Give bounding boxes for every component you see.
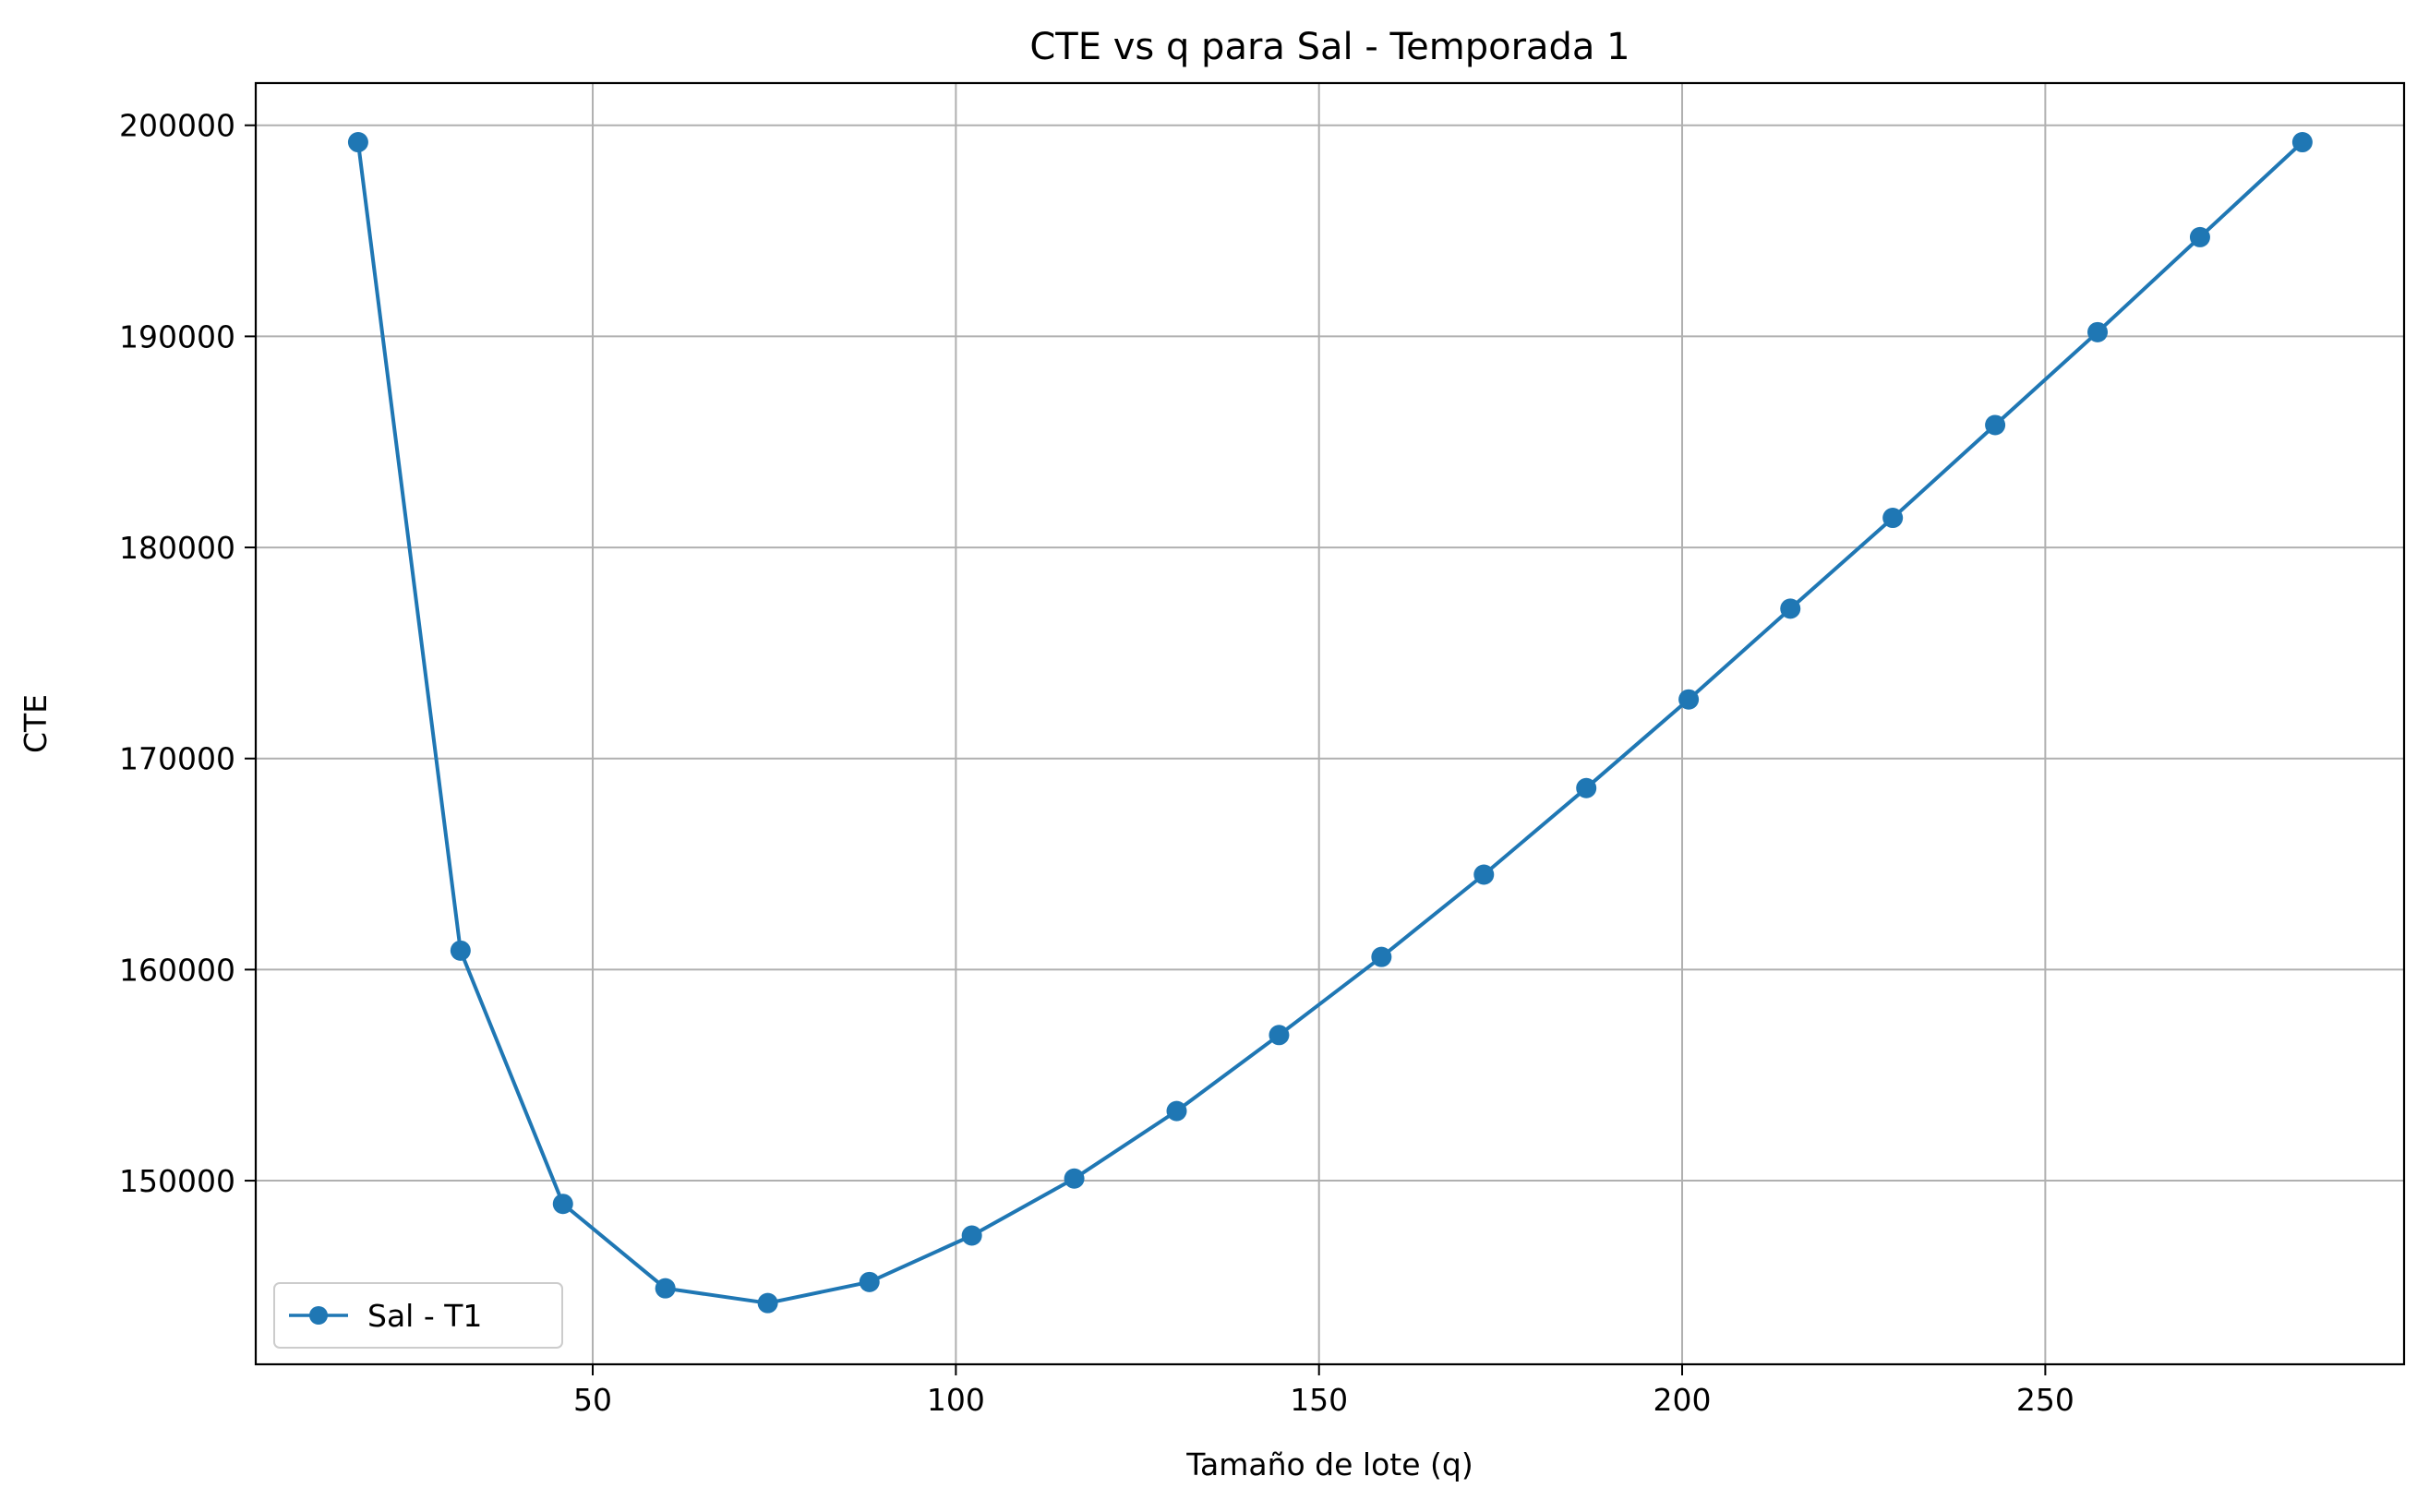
legend: Sal - T1 [273,1282,563,1349]
data-point [450,940,471,961]
data-point [552,1194,573,1215]
data-point [1678,689,1700,710]
data-point [1780,598,1801,619]
y-axis-title: CTE [18,694,54,753]
y-tick-label: 190000 [119,318,235,354]
series-layer [347,132,2313,1314]
x-tick-label: 150 [1290,1382,1348,1418]
data-point [2189,226,2210,247]
grid [256,83,2404,1364]
chart-title: CTE vs q para Sal - Temporada 1 [1029,26,1629,68]
data-point [1576,777,1597,798]
legend-entry-sal-t1: Sal - T1 [367,1298,482,1334]
data-point [655,1278,676,1299]
data-point [347,132,368,153]
y-tick-label: 170000 [119,741,235,777]
data-point [859,1271,880,1292]
y-tick-label: 160000 [119,952,235,988]
series-line-0 [355,140,2304,1305]
legend-marker-sample [309,1306,328,1325]
data-point [1882,508,1904,529]
x-tick-label: 50 [573,1382,612,1418]
y-tick-label: 200000 [119,108,235,144]
data-point [1473,864,1495,885]
y-tick-label: 180000 [119,530,235,566]
plot-background [256,83,2404,1364]
x-axis-title: Tamaño de lote (q) [1185,1446,1473,1482]
data-point [2087,321,2109,342]
x-tick-label: 100 [927,1382,985,1418]
data-point [1371,946,1392,967]
plot-frame [254,81,2406,1366]
data-point [1064,1168,1085,1189]
data-point [2291,132,2313,153]
axis-ticks: 50 100 150 200 250 150000 160000 170000 180000 19… [119,108,2074,1418]
data-point [1166,1100,1187,1122]
data-point [757,1292,778,1314]
y-tick-label: 150000 [119,1163,235,1199]
x-tick-label: 250 [2016,1382,2074,1418]
data-point [1269,1025,1290,1046]
data-point [961,1225,982,1246]
x-tick-label: 200 [1653,1382,1712,1418]
data-point [1985,414,2006,436]
legend-box [273,1282,563,1349]
